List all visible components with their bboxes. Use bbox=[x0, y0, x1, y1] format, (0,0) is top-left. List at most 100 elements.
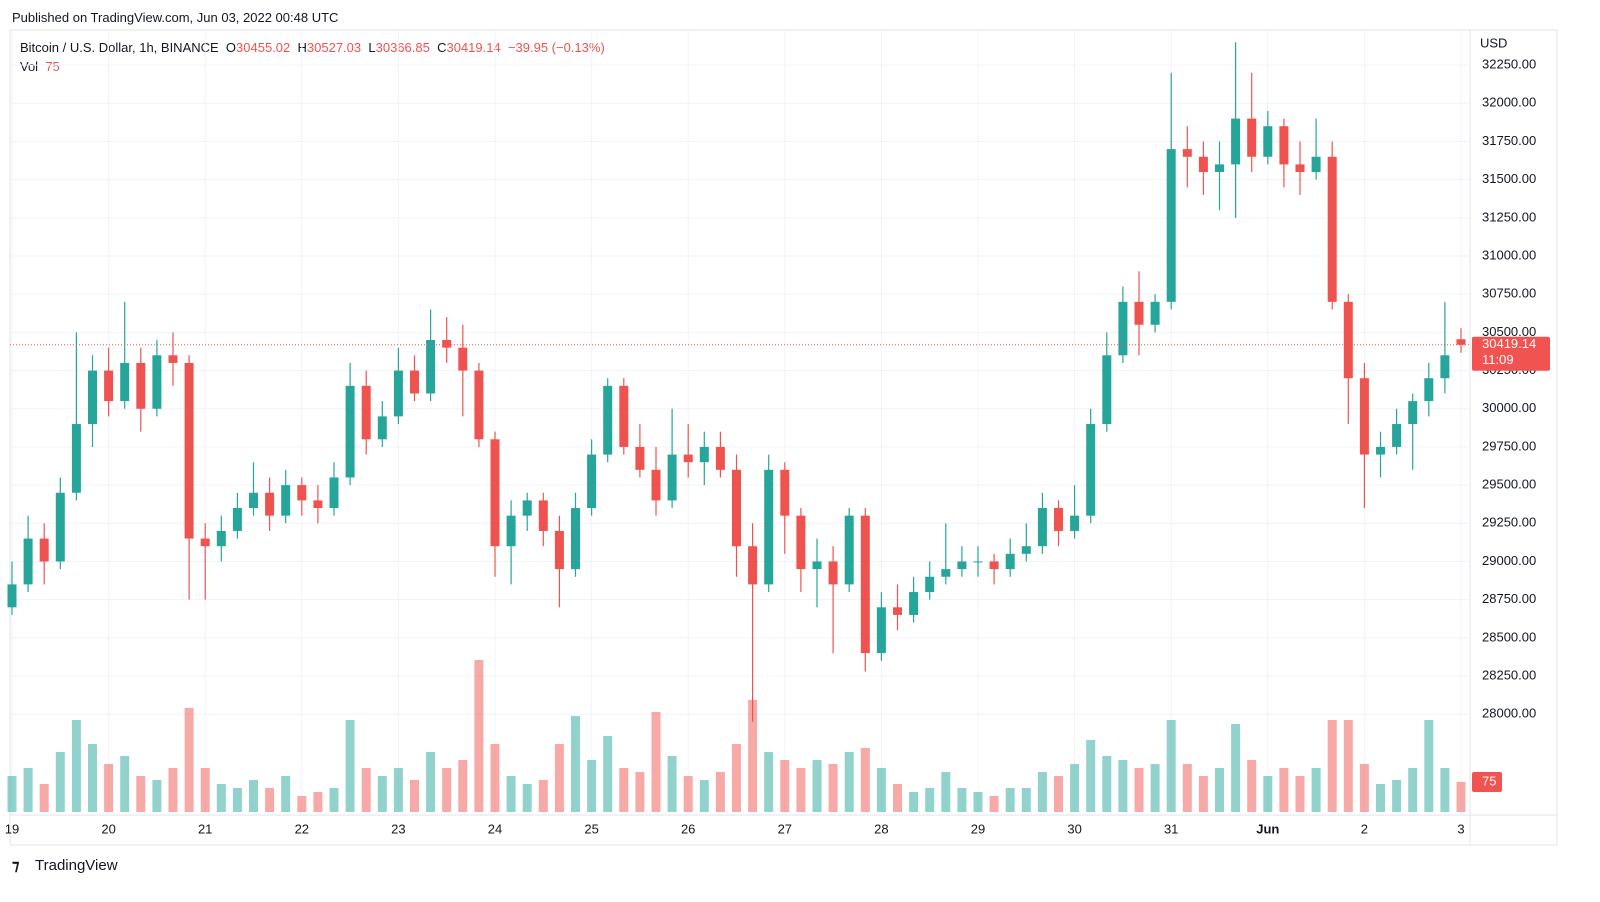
volume-bar bbox=[1440, 768, 1450, 812]
volume-bar bbox=[860, 748, 870, 812]
candle-body bbox=[1086, 424, 1096, 516]
y-tick-label: 31250.00 bbox=[1482, 209, 1536, 224]
volume-bar bbox=[667, 756, 677, 812]
volume-bar bbox=[1198, 776, 1208, 812]
y-tick-label: 30500.00 bbox=[1482, 324, 1536, 339]
y-tick-label: 30750.00 bbox=[1482, 286, 1536, 301]
candle-body bbox=[1005, 553, 1015, 570]
volume-bar bbox=[1231, 724, 1241, 812]
candle-body bbox=[442, 340, 452, 348]
candle-body bbox=[1311, 156, 1321, 173]
volume-bar bbox=[1295, 776, 1305, 812]
volume-bar bbox=[893, 784, 902, 812]
x-tick-label: 30 bbox=[1067, 821, 1081, 836]
volume-bar bbox=[1327, 720, 1337, 812]
x-tick-label: 26 bbox=[681, 821, 695, 836]
volume-bar bbox=[120, 756, 130, 812]
candle-body bbox=[136, 362, 146, 409]
volume-bar bbox=[216, 784, 226, 812]
x-tick-label: 3 bbox=[1457, 821, 1464, 836]
volume-bar bbox=[989, 796, 999, 812]
volume-bar bbox=[55, 752, 65, 812]
candle-body bbox=[120, 362, 130, 402]
candle-body bbox=[1134, 301, 1144, 325]
candle-body bbox=[812, 561, 822, 570]
ohlc-value: 30419.14 bbox=[446, 40, 501, 55]
y-tick-label: 28500.00 bbox=[1482, 629, 1536, 644]
volume-bar bbox=[1134, 768, 1144, 812]
candle-body bbox=[265, 492, 275, 516]
candle-body bbox=[1070, 515, 1080, 531]
volume-bar bbox=[925, 788, 935, 812]
volume-bar bbox=[71, 720, 81, 812]
volume-bar bbox=[458, 760, 468, 812]
volume-bar bbox=[1456, 782, 1466, 812]
volume-bar bbox=[1102, 756, 1112, 812]
volume-bar bbox=[200, 768, 210, 812]
candle-body bbox=[973, 561, 983, 563]
candle-body bbox=[281, 485, 291, 516]
countdown: 11:09 bbox=[1482, 352, 1514, 367]
volume-bar bbox=[748, 700, 758, 812]
volume-bar bbox=[796, 768, 806, 812]
volume-bar bbox=[732, 744, 741, 812]
ohlc-letter: L bbox=[368, 40, 376, 55]
ohlc-value: 30366.85 bbox=[375, 40, 430, 55]
ohlc-value: 30455.02 bbox=[236, 40, 291, 55]
volume-bar bbox=[1424, 720, 1434, 812]
volume-bar bbox=[313, 792, 323, 812]
volume-bar bbox=[184, 708, 194, 812]
candle-body bbox=[458, 347, 468, 371]
candle-body bbox=[426, 340, 436, 394]
y-tick-label: 29500.00 bbox=[1482, 477, 1536, 492]
candle-body bbox=[748, 546, 758, 585]
candle-body bbox=[1215, 164, 1224, 173]
candle-body bbox=[393, 370, 403, 417]
candle-body bbox=[1021, 546, 1031, 554]
candle-body bbox=[152, 355, 162, 409]
volume-bar bbox=[1247, 760, 1257, 812]
volume-bar bbox=[1279, 768, 1289, 812]
candle-body bbox=[989, 561, 999, 570]
ohlc-letter: C bbox=[437, 40, 447, 55]
volume-bar bbox=[554, 744, 564, 812]
y-tick-label: 32000.00 bbox=[1482, 95, 1536, 110]
x-tick-label: 22 bbox=[295, 821, 309, 836]
candle-body bbox=[957, 561, 967, 570]
volume-value: 75 bbox=[45, 59, 60, 74]
candle-body bbox=[55, 492, 65, 562]
ohlc-letter: O bbox=[225, 40, 237, 55]
volume-bar bbox=[232, 788, 242, 812]
x-tick-label: 25 bbox=[584, 821, 598, 836]
volume-bar bbox=[23, 768, 33, 812]
frame bbox=[9, 29, 1558, 846]
volume-bar bbox=[1054, 776, 1063, 812]
y-tick-label: 28750.00 bbox=[1482, 591, 1536, 606]
y-tick-label: 28250.00 bbox=[1482, 667, 1536, 682]
candle-body bbox=[1198, 156, 1208, 173]
candle-body bbox=[329, 477, 339, 509]
candle-body bbox=[297, 485, 307, 501]
volume-bar bbox=[377, 776, 387, 812]
x-tick-label: 19 bbox=[5, 821, 19, 836]
volume-bar bbox=[828, 764, 838, 812]
volume-legend: Vol 75 bbox=[20, 59, 60, 74]
x-tick-label: 20 bbox=[101, 821, 115, 836]
candle-body bbox=[1359, 378, 1369, 455]
volume-bar bbox=[619, 768, 629, 812]
candle-body bbox=[1456, 339, 1466, 345]
y-tick-label: 31750.00 bbox=[1482, 133, 1536, 148]
currency: USD bbox=[1480, 35, 1507, 50]
candle-body bbox=[828, 561, 838, 585]
candle-body bbox=[490, 439, 500, 547]
volume-bar bbox=[1086, 740, 1096, 812]
volume-bar bbox=[88, 744, 97, 812]
last-price-label: 30419.14 bbox=[1482, 336, 1536, 351]
candle-body bbox=[410, 370, 419, 394]
candle-body bbox=[1376, 446, 1385, 455]
y-tick-label: 32250.00 bbox=[1482, 57, 1536, 72]
x-tick-label: 31 bbox=[1164, 821, 1178, 836]
candle-body bbox=[941, 569, 951, 577]
volume-bar bbox=[39, 784, 49, 812]
